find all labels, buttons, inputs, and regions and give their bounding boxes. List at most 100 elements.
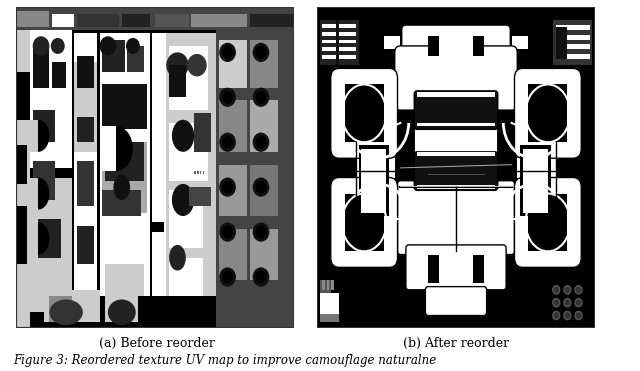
Bar bbox=[156, 14, 189, 27]
Bar bbox=[152, 33, 166, 296]
Bar bbox=[102, 85, 147, 129]
FancyBboxPatch shape bbox=[414, 120, 498, 161]
Ellipse shape bbox=[222, 46, 233, 59]
Bar bbox=[169, 190, 202, 248]
Bar bbox=[52, 62, 66, 88]
Bar bbox=[344, 85, 383, 142]
Bar bbox=[100, 33, 150, 296]
Bar bbox=[16, 72, 30, 120]
Bar bbox=[323, 55, 356, 59]
Bar bbox=[323, 24, 356, 28]
Ellipse shape bbox=[255, 226, 267, 239]
Ellipse shape bbox=[253, 267, 269, 287]
Ellipse shape bbox=[188, 54, 207, 76]
Bar bbox=[27, 223, 38, 255]
Ellipse shape bbox=[27, 120, 49, 152]
Ellipse shape bbox=[166, 52, 189, 78]
Bar bbox=[189, 187, 211, 206]
Text: Figure 3: Reordered texture UV map to improve camouflage naturalne: Figure 3: Reordered texture UV map to im… bbox=[13, 354, 436, 367]
Bar bbox=[74, 62, 97, 152]
Ellipse shape bbox=[33, 36, 49, 56]
Bar bbox=[428, 36, 484, 56]
Bar bbox=[556, 35, 589, 40]
FancyBboxPatch shape bbox=[515, 177, 581, 267]
Bar bbox=[323, 32, 356, 36]
Bar bbox=[102, 142, 147, 213]
Ellipse shape bbox=[100, 126, 133, 171]
Ellipse shape bbox=[108, 299, 136, 325]
FancyBboxPatch shape bbox=[397, 181, 515, 255]
Bar bbox=[27, 120, 38, 152]
Bar bbox=[194, 113, 211, 152]
Bar bbox=[38, 219, 61, 258]
Bar bbox=[49, 296, 72, 322]
Ellipse shape bbox=[574, 311, 582, 320]
Text: (b) After reorder: (b) After reorder bbox=[403, 336, 509, 350]
Bar bbox=[556, 54, 589, 59]
Bar bbox=[216, 30, 294, 328]
Ellipse shape bbox=[564, 287, 570, 293]
Bar bbox=[529, 194, 568, 251]
Bar bbox=[520, 145, 550, 216]
Bar bbox=[30, 177, 72, 312]
Ellipse shape bbox=[27, 177, 49, 210]
Ellipse shape bbox=[554, 312, 559, 319]
Bar bbox=[77, 226, 94, 264]
Bar bbox=[191, 14, 247, 27]
FancyBboxPatch shape bbox=[331, 68, 397, 158]
Bar bbox=[220, 40, 247, 88]
Bar bbox=[319, 20, 358, 65]
Ellipse shape bbox=[255, 181, 267, 194]
Bar bbox=[250, 14, 294, 27]
Bar bbox=[100, 126, 116, 171]
Bar bbox=[194, 171, 196, 174]
Bar bbox=[33, 49, 49, 88]
Bar bbox=[52, 14, 74, 27]
Bar bbox=[362, 149, 387, 213]
Ellipse shape bbox=[255, 91, 267, 104]
Bar bbox=[439, 36, 473, 56]
Ellipse shape bbox=[220, 88, 236, 107]
Bar bbox=[250, 165, 278, 216]
FancyBboxPatch shape bbox=[402, 25, 510, 63]
Ellipse shape bbox=[172, 120, 194, 152]
Bar bbox=[102, 40, 125, 72]
Bar bbox=[16, 145, 27, 184]
Bar bbox=[105, 264, 144, 296]
Ellipse shape bbox=[100, 36, 116, 56]
Ellipse shape bbox=[222, 181, 233, 194]
Bar bbox=[344, 194, 383, 251]
Bar bbox=[417, 152, 495, 156]
Ellipse shape bbox=[220, 43, 236, 62]
Bar bbox=[331, 280, 333, 290]
Ellipse shape bbox=[576, 312, 581, 319]
Bar bbox=[44, 290, 100, 322]
Ellipse shape bbox=[222, 91, 233, 104]
Text: (a) Before reorder: (a) Before reorder bbox=[99, 336, 215, 350]
Bar bbox=[152, 223, 164, 232]
Bar bbox=[77, 56, 94, 88]
Bar bbox=[202, 171, 204, 174]
Bar bbox=[319, 314, 339, 322]
Bar bbox=[33, 161, 55, 200]
Ellipse shape bbox=[255, 46, 267, 59]
Bar bbox=[200, 171, 202, 174]
Ellipse shape bbox=[552, 298, 561, 308]
Bar bbox=[356, 142, 395, 219]
Ellipse shape bbox=[220, 267, 236, 287]
Bar bbox=[417, 92, 495, 97]
Bar bbox=[16, 11, 49, 27]
Bar bbox=[169, 65, 186, 97]
Bar bbox=[169, 46, 208, 110]
Bar bbox=[197, 171, 198, 174]
Ellipse shape bbox=[255, 136, 267, 149]
Bar bbox=[417, 123, 495, 126]
Bar bbox=[220, 101, 247, 152]
Bar bbox=[16, 7, 294, 30]
Ellipse shape bbox=[552, 285, 561, 295]
Ellipse shape bbox=[222, 270, 233, 283]
Bar bbox=[30, 30, 72, 168]
Ellipse shape bbox=[563, 298, 572, 308]
Bar bbox=[250, 101, 278, 152]
Ellipse shape bbox=[574, 285, 582, 295]
